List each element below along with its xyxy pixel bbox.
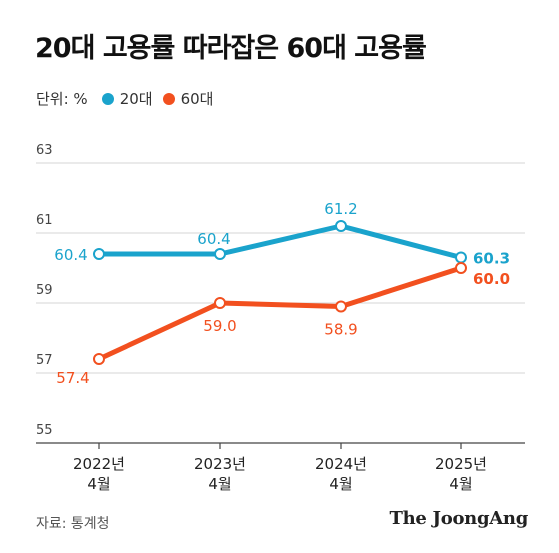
data-label: 61.2 bbox=[324, 200, 357, 218]
data-label: 60.4 bbox=[197, 230, 230, 248]
x-tick-label: 4월 bbox=[449, 475, 472, 493]
series-line-60s bbox=[96, 265, 464, 362]
legend-marker-60s bbox=[162, 92, 175, 105]
y-tick-label: 59 bbox=[36, 283, 53, 298]
data-point bbox=[335, 300, 347, 313]
unit-label: 단위: % bbox=[36, 90, 88, 108]
data-point bbox=[214, 248, 226, 260]
chart-title: 20대 고용률 따라잡은 60대 고용률 bbox=[35, 33, 427, 64]
legend-label-60s: 60대 bbox=[180, 90, 214, 108]
data-label: 58.9 bbox=[324, 321, 357, 339]
x-tick-label: 2025년 bbox=[435, 455, 487, 473]
data-point bbox=[455, 262, 467, 274]
data-label: 57.4 bbox=[56, 369, 89, 387]
data-point bbox=[93, 248, 105, 260]
data-point bbox=[335, 220, 347, 232]
source-note: 자료: 통계청 bbox=[36, 516, 110, 532]
x-tick-label: 4월 bbox=[87, 475, 110, 493]
x-tick-label: 2024년 bbox=[315, 455, 367, 473]
x-tick-label: 2023년 bbox=[194, 455, 246, 473]
y-tick-label: 63 bbox=[36, 143, 53, 158]
y-tick-label: 57 bbox=[36, 353, 53, 368]
y-tick-label: 55 bbox=[36, 423, 53, 438]
legend-item-20s: 20대 bbox=[101, 88, 153, 109]
legend: 단위: % 20대 60대 bbox=[36, 88, 223, 109]
x-tick-label: 2022년 bbox=[73, 455, 125, 473]
data-point bbox=[214, 297, 226, 309]
y-tick-label: 61 bbox=[36, 213, 53, 228]
data-point bbox=[455, 251, 467, 264]
legend-marker-20s bbox=[101, 92, 114, 105]
series-line-20s bbox=[96, 223, 464, 260]
brand-logo: The JoongAng bbox=[389, 508, 529, 529]
data-label: 60.3 bbox=[473, 250, 510, 268]
legend-label-20s: 20대 bbox=[119, 90, 153, 108]
x-tick-label: 4월 bbox=[329, 475, 352, 493]
line-chart: 63 61 59 57 55 2022년 4월 2023년 4월 2024년 4월 2025년 4월 60… bbox=[36, 143, 525, 493]
x-tick-label: 4월 bbox=[208, 475, 231, 493]
data-label: 60.0 bbox=[473, 270, 510, 288]
legend-item-60s: 60대 bbox=[162, 88, 214, 109]
data-point bbox=[93, 353, 105, 365]
data-label: 60.4 bbox=[54, 246, 87, 264]
data-label: 59.0 bbox=[203, 317, 236, 335]
